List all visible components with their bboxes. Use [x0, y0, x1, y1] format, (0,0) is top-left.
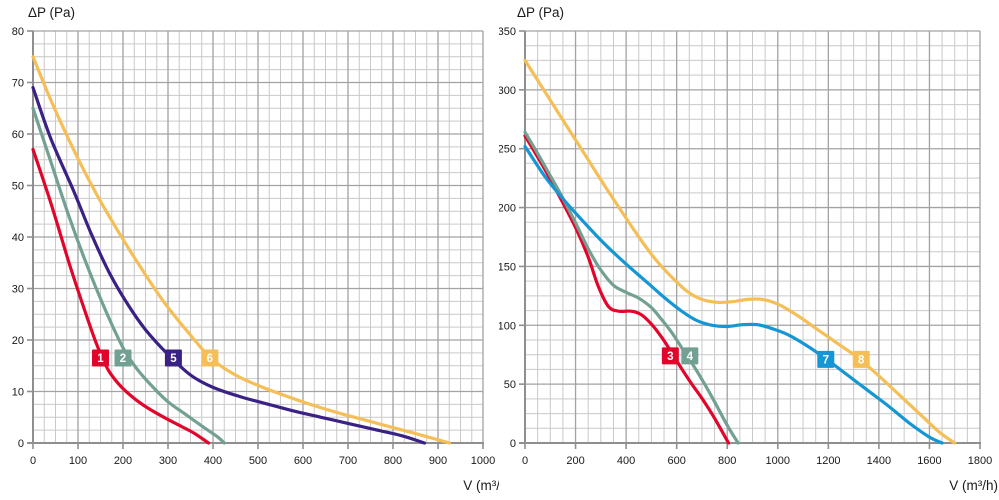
x-tick-label: 100 [69, 455, 87, 467]
chip-label: 4 [687, 351, 694, 363]
y-tick-label: 20 [12, 335, 24, 347]
curve-labels: 3 4 7 8 [661, 347, 870, 368]
x-tick-label: 0 [30, 455, 36, 467]
chip-1: 1 [92, 349, 109, 367]
y-tick-label: 200 [499, 203, 516, 215]
curve-4 [523, 130, 740, 445]
x-tick-label: 200 [114, 455, 132, 467]
x-tick-label: 1600 [917, 455, 941, 467]
tick-labels: 0 200 400 600 800 1000 1200 1400 1600 1800 0 50 100 1… [499, 26, 992, 467]
y-tick-label: 80 [12, 26, 24, 38]
chip-label: 6 [207, 353, 213, 365]
y-tick-label: 30 [12, 284, 24, 296]
x-tick-label: 400 [204, 455, 222, 467]
curve-2 [31, 106, 226, 445]
curve-5 [31, 86, 427, 445]
x-tick-label: 1400 [867, 455, 891, 467]
x-tick-label: 1000 [766, 455, 790, 467]
y-tick-label: 50 [504, 379, 516, 391]
right-chart-svg: 0 200 400 600 800 1000 1200 1400 1600 1800 0 50 100 1… [499, 5, 998, 493]
chip-label: 8 [858, 355, 865, 367]
y-tick-label: 60 [12, 129, 24, 141]
x-tick-label: 0 [522, 455, 528, 467]
chip-label: 1 [97, 353, 104, 365]
y-tick-label: 10 [12, 387, 24, 399]
curve-labels: 1 2 5 6 [92, 349, 219, 367]
chip-label: 5 [170, 353, 177, 365]
y-tick-label: 250 [499, 144, 516, 156]
axes [519, 31, 981, 444]
y-tick-label: 100 [499, 320, 516, 332]
x-axis-title: V (m³/h) [949, 478, 998, 493]
x-tick-label: 1800 [968, 455, 992, 467]
x-tick-label: 1200 [816, 455, 840, 467]
x-tick-label: 600 [294, 455, 312, 467]
curve-3 [523, 134, 731, 445]
curve-6 [31, 55, 451, 445]
x-tick-label: 200 [566, 455, 584, 467]
chip-label: 2 [120, 353, 126, 365]
y-tick-label: 300 [499, 85, 516, 97]
left-chart-svg: 0 100 200 300 400 500 600 700 800 900 1000 0 10 20 30 4… [12, 5, 499, 493]
y-tick-label: 70 [12, 78, 24, 90]
chart-pressure-high-range: 0 200 400 600 800 1000 1200 1400 1600 1800 0 50 100 1… [499, 0, 999, 500]
chip-label: 3 [667, 351, 673, 363]
x-tick-label: 700 [339, 455, 357, 467]
curves [31, 55, 451, 445]
y-axis-title: ΔP (Pa) [517, 5, 564, 20]
chip-5: 5 [164, 349, 182, 367]
y-tick-label: 0 [510, 438, 516, 450]
curve-7 [523, 144, 944, 445]
y-axis-title: ΔP (Pa) [28, 5, 75, 20]
chip-label: 7 [823, 355, 829, 367]
x-tick-label: 800 [718, 455, 736, 467]
y-tick-label: 0 [18, 438, 24, 450]
x-tick-label: 300 [159, 455, 177, 467]
x-tick-label: 500 [249, 455, 267, 467]
chip-4: 4 [681, 347, 699, 365]
curve-8 [523, 58, 957, 445]
chip-8: 8 [852, 350, 870, 368]
x-tick-label: 600 [667, 455, 685, 467]
chip-6: 6 [201, 349, 219, 367]
x-tick-label: 1000 [471, 455, 495, 467]
chart-pressure-low-range: 0 100 200 300 400 500 600 700 800 900 1000 0 10 20 30 4… [0, 0, 499, 500]
tick-marks [519, 30, 981, 449]
tick-marks [27, 30, 484, 449]
x-tick-label: 800 [384, 455, 402, 467]
grid-minor [525, 31, 980, 443]
tick-labels: 0 100 200 300 400 500 600 700 800 900 1000 0 10 20 30 4… [12, 26, 495, 467]
y-tick-label: 40 [12, 232, 24, 244]
chip-2: 2 [114, 349, 132, 367]
curves [523, 58, 957, 445]
chip-7: 7 [817, 350, 835, 368]
y-tick-label: 50 [12, 181, 24, 193]
x-tick-label: 400 [617, 455, 635, 467]
grid-major [32, 30, 484, 444]
chip-3: 3 [661, 347, 679, 365]
x-axis-title: V (m³/h) [463, 478, 499, 493]
x-tick-label: 900 [429, 455, 447, 467]
curve-1 [31, 147, 211, 445]
y-tick-label: 150 [499, 261, 516, 273]
y-tick-label: 350 [499, 26, 516, 38]
